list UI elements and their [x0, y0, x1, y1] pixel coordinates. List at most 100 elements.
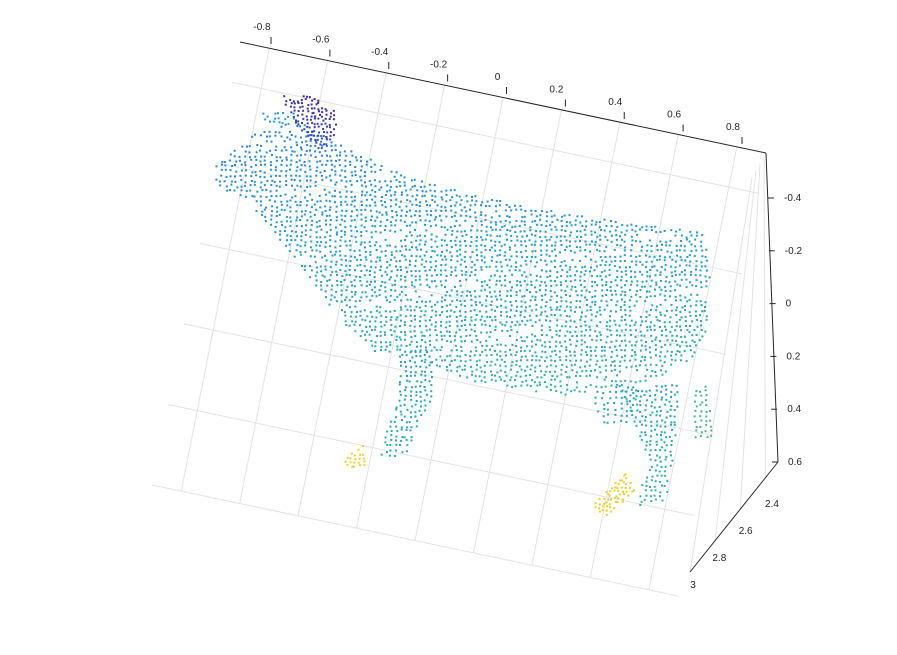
- cloud-point: [399, 348, 402, 351]
- cloud-point: [594, 402, 597, 405]
- cloud-point: [513, 314, 516, 317]
- cloud-point: [424, 240, 427, 243]
- cloud-point: [374, 266, 377, 269]
- cloud-point: [596, 284, 599, 287]
- cloud-point: [611, 293, 614, 296]
- cloud-point: [626, 400, 629, 403]
- cloud-point: [599, 275, 602, 278]
- cloud-point: [339, 223, 342, 226]
- cloud-point: [663, 294, 666, 297]
- cloud-point: [268, 130, 271, 133]
- cloud-point: [292, 100, 295, 103]
- cloud-point: [499, 261, 502, 264]
- cloud-point: [664, 355, 667, 358]
- cloud-point: [454, 344, 457, 347]
- cloud-point: [277, 112, 279, 115]
- cloud-point: [524, 369, 527, 372]
- cloud-point: [311, 249, 314, 252]
- cloud-point: [317, 108, 320, 111]
- cloud-point: [663, 259, 666, 262]
- cloud-point: [449, 251, 452, 254]
- cloud-point: [510, 376, 513, 379]
- cloud-point: [233, 189, 236, 192]
- cloud-point: [391, 210, 394, 212]
- cloud-point: [430, 256, 433, 258]
- cloud-point: [448, 363, 451, 366]
- cloud-point: [524, 240, 527, 243]
- cloud-point: [625, 280, 628, 282]
- cloud-point: [380, 325, 383, 328]
- cloud-point: [334, 173, 337, 176]
- cloud-point: [278, 185, 281, 188]
- cloud-point: [406, 199, 409, 202]
- cloud-point: [464, 219, 467, 222]
- cloud-point: [320, 154, 323, 157]
- cloud-point: [569, 331, 572, 334]
- cloud-point: [674, 289, 677, 292]
- cloud-point: [623, 304, 626, 307]
- cloud-point: [643, 394, 646, 397]
- cloud-point: [524, 374, 527, 377]
- cloud-point: [330, 168, 333, 171]
- cloud-point: [280, 135, 283, 138]
- cloud-point: [585, 369, 588, 372]
- cloud-point: [589, 384, 592, 386]
- cloud-point: [541, 298, 544, 301]
- cloud-point: [315, 174, 318, 177]
- cloud-point: [523, 223, 526, 226]
- cloud-point: [654, 338, 657, 341]
- cloud-point: [365, 198, 368, 201]
- cloud-point: [650, 405, 653, 408]
- cloud-point: [263, 208, 266, 211]
- cloud-point: [565, 359, 568, 362]
- y-tick-label-0: 2.4: [765, 499, 779, 510]
- cloud-point: [624, 233, 627, 236]
- cloud-point: [444, 255, 446, 258]
- cloud-point: [365, 258, 368, 261]
- cloud-point: [688, 264, 691, 267]
- cloud-point: [244, 195, 247, 198]
- cloud-point: [389, 329, 392, 332]
- cloud-point: [463, 206, 466, 209]
- cloud-point: [370, 215, 373, 218]
- cloud-point: [239, 194, 242, 197]
- cloud-point: [358, 249, 361, 252]
- cloud-point: [601, 349, 604, 352]
- cloud-point: [450, 360, 453, 362]
- cloud-point: [475, 239, 478, 242]
- cloud-point: [594, 240, 597, 243]
- cloud-point: [690, 271, 693, 273]
- cloud-point: [686, 238, 688, 241]
- cloud-point: [284, 123, 287, 126]
- cloud-point: [296, 166, 299, 169]
- cloud-point: [419, 186, 422, 189]
- cloud-point: [446, 310, 449, 313]
- cloud-point: [632, 386, 635, 389]
- cloud-point: [335, 219, 338, 222]
- cloud-point: [585, 298, 588, 301]
- cloud-point: [627, 494, 630, 497]
- cloud-point: [598, 221, 601, 223]
- cloud-point: [495, 223, 498, 226]
- cloud-point: [508, 206, 511, 208]
- cloud-point: [553, 266, 556, 268]
- cloud-point: [430, 266, 433, 269]
- cloud-point: [334, 246, 337, 249]
- cloud-point: [273, 181, 276, 183]
- y-tick-label-3: 3: [690, 580, 696, 591]
- cloud-point: [365, 230, 368, 233]
- cloud-point: [691, 355, 694, 358]
- cloud-point: [321, 179, 324, 182]
- cloud-point: [699, 415, 702, 418]
- cloud-point: [449, 199, 452, 202]
- cloud-point: [704, 306, 706, 308]
- cloud-point: [678, 350, 681, 353]
- cloud-point: [575, 335, 578, 337]
- cloud-point: [350, 235, 353, 238]
- cloud-point: [658, 286, 661, 289]
- cloud-point: [471, 370, 474, 373]
- cloud-point: [398, 383, 401, 386]
- cloud-point: [506, 330, 509, 333]
- cloud-point: [430, 280, 433, 283]
- cloud-point: [355, 156, 357, 159]
